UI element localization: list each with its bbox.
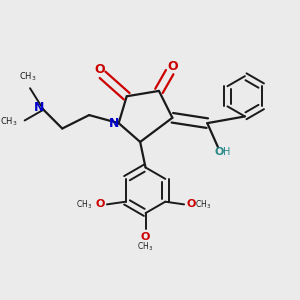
Text: N: N — [34, 101, 45, 114]
Text: O: O — [167, 60, 178, 73]
Text: CH$_3$: CH$_3$ — [0, 116, 18, 128]
Text: O: O — [95, 200, 105, 209]
Text: CH$_3$: CH$_3$ — [137, 241, 154, 253]
Text: CH$_3$: CH$_3$ — [195, 198, 211, 211]
Text: O: O — [215, 147, 224, 157]
Text: O: O — [186, 200, 196, 209]
Text: CH$_3$: CH$_3$ — [19, 71, 36, 83]
Text: CH$_3$: CH$_3$ — [76, 198, 92, 211]
Text: H: H — [223, 147, 230, 157]
Text: N: N — [109, 117, 119, 130]
Text: O: O — [94, 63, 105, 76]
Text: O: O — [141, 232, 150, 242]
